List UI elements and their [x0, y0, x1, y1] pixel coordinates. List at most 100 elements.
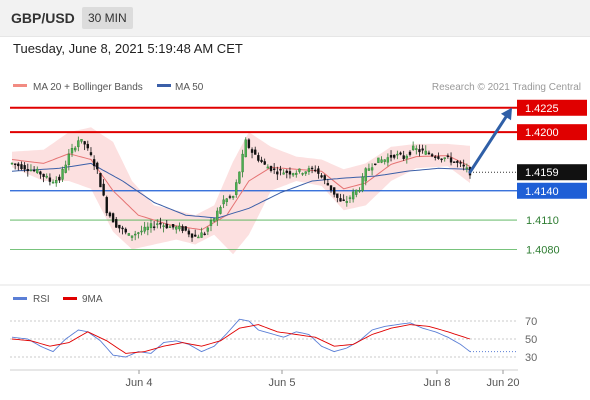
candle-body [351, 191, 355, 200]
candle-body [370, 167, 374, 171]
current-price-label: 1.4159 [525, 167, 559, 179]
candle-body [187, 230, 191, 235]
candle-body [415, 148, 418, 150]
candle-body [231, 196, 235, 198]
candle-body [96, 162, 99, 170]
candle-body [329, 185, 333, 191]
candle-body [175, 226, 178, 230]
candle-body [272, 168, 276, 170]
candle-body [13, 163, 17, 165]
candle-body [279, 168, 282, 171]
candle-body [58, 176, 61, 181]
candle-body [364, 168, 367, 182]
copyright-label: Research © 2021 Trading Central [432, 82, 581, 93]
candle-body [427, 152, 431, 155]
candle-body [317, 168, 320, 174]
candle-body [80, 139, 83, 142]
level-label-1.4225: 1.4225 [525, 103, 559, 115]
candle-body [146, 226, 149, 231]
level-tag-1.4225 [517, 99, 587, 116]
candle-body [257, 155, 260, 161]
candle-body [244, 139, 247, 158]
rsi-tick-30: 30 [525, 352, 537, 364]
candle-body [206, 227, 210, 232]
candle-body [260, 159, 263, 163]
candle-body [310, 167, 314, 170]
candle-body [276, 171, 279, 175]
candle-body [453, 161, 456, 163]
candle-body [89, 152, 93, 156]
candle-body [168, 226, 172, 228]
candle-body [194, 234, 197, 237]
candle-body [440, 158, 443, 161]
rsi-ma-legend-swatch [63, 297, 77, 300]
candle-body [219, 207, 222, 214]
ma50-legend-swatch [157, 84, 171, 87]
candle-body [342, 199, 345, 201]
candle-body [143, 226, 146, 232]
candle-body [291, 173, 295, 176]
candle-body [121, 227, 124, 230]
candle-body [184, 226, 187, 231]
candle-body [77, 140, 80, 148]
candle-body [314, 169, 317, 172]
candle-body [405, 155, 409, 159]
candle-body [263, 161, 266, 165]
candle-body [301, 173, 304, 175]
candle-body [102, 183, 105, 196]
candle-body [241, 153, 244, 173]
candle-body [209, 220, 213, 226]
candle-body [83, 141, 86, 145]
candle-body [399, 152, 402, 155]
candle-body [323, 175, 326, 181]
candle-body [462, 164, 465, 167]
candle-body [345, 200, 348, 203]
candle-body [228, 196, 232, 198]
ma50-legend-label: MA 50 [175, 82, 204, 93]
candle-body [333, 187, 336, 195]
candle-body [130, 235, 134, 238]
rsi-tick-50: 50 [525, 334, 537, 346]
candle-body [20, 164, 23, 170]
level-tag-1.4200 [517, 124, 587, 141]
timeframe-button[interactable]: 30 MIN [82, 7, 133, 29]
candle-body [10, 162, 14, 165]
candle-body [156, 223, 159, 225]
rsi-tick-70: 70 [525, 316, 537, 328]
x-tick-label-Jun 5: Jun 5 [269, 377, 296, 389]
candle-body [408, 151, 412, 155]
candle-body [70, 148, 74, 154]
symbol-label: GBP/USD [11, 10, 75, 26]
level-label-1.4140: 1.4140 [525, 186, 559, 198]
candle-body [361, 176, 364, 191]
timestamp: Tuesday, June 8, 2021 5:19:48 AM CET [13, 41, 243, 56]
candle-body [288, 171, 292, 175]
level-tag-1.4140 [517, 182, 587, 199]
candle-body [181, 226, 184, 231]
candle-body [430, 154, 434, 157]
candle-body [282, 172, 285, 175]
candle-body [424, 150, 427, 155]
x-tick-label-Jun 20: Jun 20 [486, 377, 519, 389]
candle-body [437, 156, 440, 159]
candle-body [269, 165, 273, 171]
rsi-line [11, 318, 471, 358]
chart-header: GBP/USD 30 MIN [0, 0, 590, 37]
candle-body [159, 222, 162, 225]
candle-body [203, 233, 206, 236]
candle-body [105, 197, 108, 214]
candle-body [459, 162, 462, 164]
level-label-1.4080: 1.4080 [526, 244, 560, 256]
candle-body [149, 223, 153, 229]
candle-body [92, 159, 96, 167]
candle-body [238, 171, 241, 184]
candle-body [64, 164, 67, 173]
candle-body [200, 232, 203, 238]
candle-body [367, 168, 371, 171]
projection-arrow-shaft [468, 112, 510, 174]
rsi-legend-swatch [13, 297, 27, 300]
candle-body [61, 169, 64, 180]
ma50-line [11, 162, 471, 219]
candle-body [295, 172, 298, 175]
